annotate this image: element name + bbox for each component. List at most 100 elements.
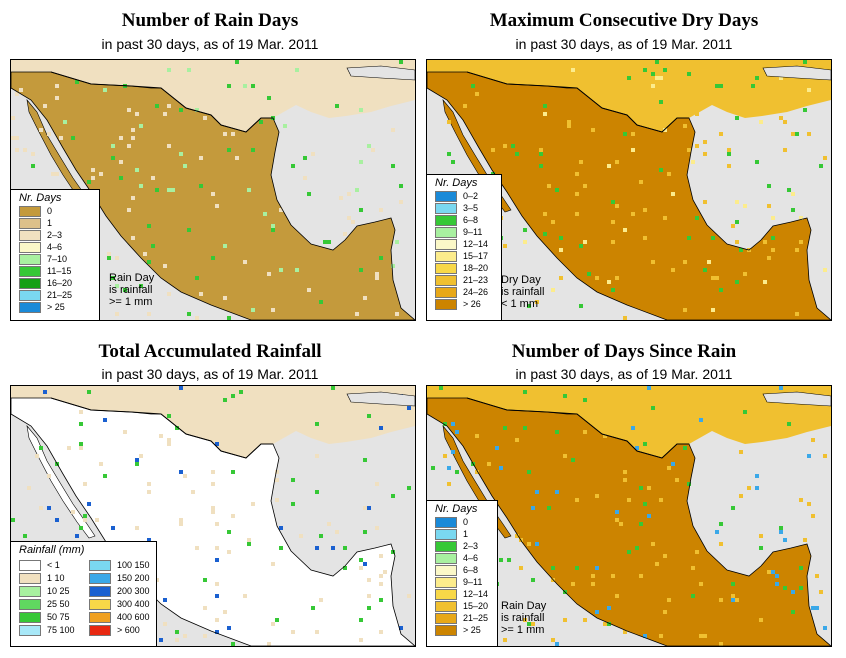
grid-cell [127,108,131,112]
legend-item: 10 25 [11,586,81,597]
grid-cell [719,288,723,292]
grid-cell [179,152,183,156]
grid-cell [111,526,115,530]
grid-cell [319,534,323,538]
grid-cell [691,594,695,598]
grid-cell [363,530,367,534]
grid-cell [823,626,827,630]
grid-cell [63,120,67,124]
grid-cell [579,304,583,308]
grid-cell [823,156,827,160]
grid-cell [147,490,151,494]
grid-cell [47,506,51,510]
grid-cell [243,116,247,120]
grid-cell [91,168,95,172]
legend-item: > 25 [11,302,99,313]
map-graphic [427,386,831,646]
grid-cell [147,224,151,228]
legend-label: 1 [463,529,469,539]
grid-cell [87,502,91,506]
cuba-island [346,65,415,81]
legend-item: 0 [427,517,497,528]
grid-cell [643,442,647,446]
grid-cell [579,160,583,164]
legend-label: 150 200 [117,573,150,583]
legend-swatch [89,586,111,597]
grid-cell [379,256,383,260]
grid-cell [183,164,187,168]
map-rain-days: Nr. Days 0 1 2–3 4–6 7–10 11–15 16–20 21–25 > 25… [10,59,416,321]
grid-cell [631,132,635,136]
grid-cell [123,288,127,292]
grid-cell [791,192,795,196]
grid-cell [699,418,703,422]
grid-cell [547,506,551,510]
grid-cell [175,426,179,430]
legend-item: 21–23 [427,275,501,286]
legend-item: 200 300 [81,586,151,597]
grid-cell [159,638,163,642]
grid-cell [739,494,743,498]
grid-cell [319,300,323,304]
grid-cell [227,626,231,630]
grid-cell [527,304,531,308]
grid-cell [343,232,347,236]
grid-cell [367,506,371,510]
grid-cell [663,216,667,220]
grid-cell [271,622,275,626]
mexico-land [427,398,831,646]
grid-cell [659,498,663,502]
grid-cell [687,72,691,76]
grid-cell [771,84,775,88]
grid-cell [571,582,575,586]
grid-cell [615,518,619,522]
grid-cell [735,598,739,602]
grid-cell [99,172,103,176]
grid-cell [47,132,51,136]
grid-cell [363,562,367,566]
grid-cell [623,132,627,136]
grid-cell [243,594,247,598]
panel-title: Number of Days Since Rain [511,341,737,362]
grid-cell [211,482,215,486]
grid-cell [535,300,539,304]
grid-cell [779,530,783,534]
grid-cell [243,260,247,264]
grid-cell [251,308,255,312]
legend-swatch [89,599,111,610]
legend-swatch [89,560,111,571]
grid-cell [379,574,383,578]
grid-cell [591,574,595,578]
grid-cell [735,280,739,284]
grid-cell [799,586,803,590]
grid-cell [671,462,675,466]
grid-cell [695,144,699,148]
grid-cell [623,390,627,394]
grid-cell [715,276,719,280]
grid-cell [267,642,271,646]
grid-cell [571,68,575,72]
grid-cell [475,470,479,474]
grid-cell [475,92,479,96]
grid-cell [175,630,179,634]
grid-cell [243,446,247,450]
legend-label: 10 25 [47,586,70,596]
legend-swatch [19,625,41,636]
legend-item: 400 600 [81,612,151,623]
grid-cell [215,522,219,526]
legend-label: 200 300 [117,586,150,596]
grid-cell [583,240,587,244]
grid-cell [99,462,103,466]
grid-cell [391,164,395,168]
grid-cell [703,634,707,638]
legend-item: 1 [427,529,497,540]
grid-cell [291,502,295,506]
grid-cell [55,96,59,100]
grid-cell [631,212,635,216]
legend-item: 16–20 [11,278,99,289]
grid-cell [359,618,363,622]
grid-cell [215,546,219,550]
legend-swatch [435,529,457,540]
grid-cell [799,64,803,68]
legend-label: 300 400 [117,599,150,609]
